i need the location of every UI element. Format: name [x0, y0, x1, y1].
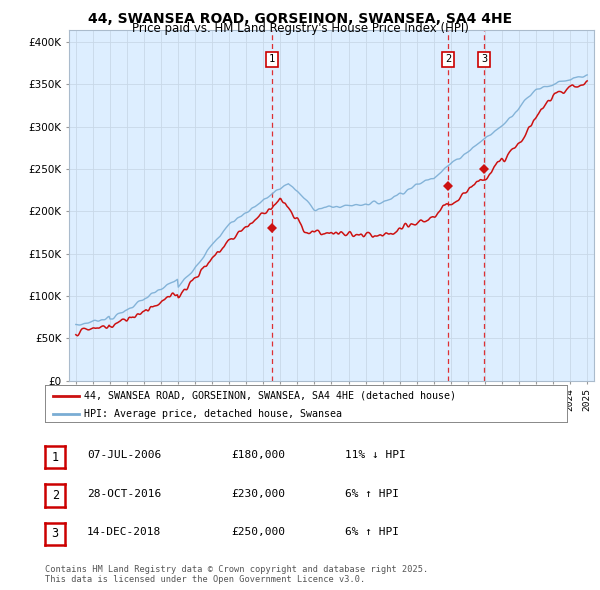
Text: 44, SWANSEA ROAD, GORSEINON, SWANSEA, SA4 4HE (detached house): 44, SWANSEA ROAD, GORSEINON, SWANSEA, SA…	[84, 391, 456, 401]
Text: 1: 1	[52, 451, 59, 464]
Text: 1: 1	[269, 54, 275, 64]
Text: £180,000: £180,000	[231, 451, 285, 460]
Text: 28-OCT-2016: 28-OCT-2016	[87, 489, 161, 499]
Text: 3: 3	[52, 527, 59, 540]
Text: 6% ↑ HPI: 6% ↑ HPI	[345, 527, 399, 537]
Text: 2: 2	[445, 54, 451, 64]
Text: £230,000: £230,000	[231, 489, 285, 499]
Text: Contains HM Land Registry data © Crown copyright and database right 2025.
This d: Contains HM Land Registry data © Crown c…	[45, 565, 428, 584]
Text: Price paid vs. HM Land Registry's House Price Index (HPI): Price paid vs. HM Land Registry's House …	[131, 22, 469, 35]
Text: 14-DEC-2018: 14-DEC-2018	[87, 527, 161, 537]
Text: 11% ↓ HPI: 11% ↓ HPI	[345, 451, 406, 460]
Text: 44, SWANSEA ROAD, GORSEINON, SWANSEA, SA4 4HE: 44, SWANSEA ROAD, GORSEINON, SWANSEA, SA…	[88, 12, 512, 26]
Text: HPI: Average price, detached house, Swansea: HPI: Average price, detached house, Swan…	[84, 409, 342, 419]
Text: 3: 3	[481, 54, 487, 64]
Text: 07-JUL-2006: 07-JUL-2006	[87, 451, 161, 460]
Text: £250,000: £250,000	[231, 527, 285, 537]
Text: 2: 2	[52, 489, 59, 502]
Text: 6% ↑ HPI: 6% ↑ HPI	[345, 489, 399, 499]
